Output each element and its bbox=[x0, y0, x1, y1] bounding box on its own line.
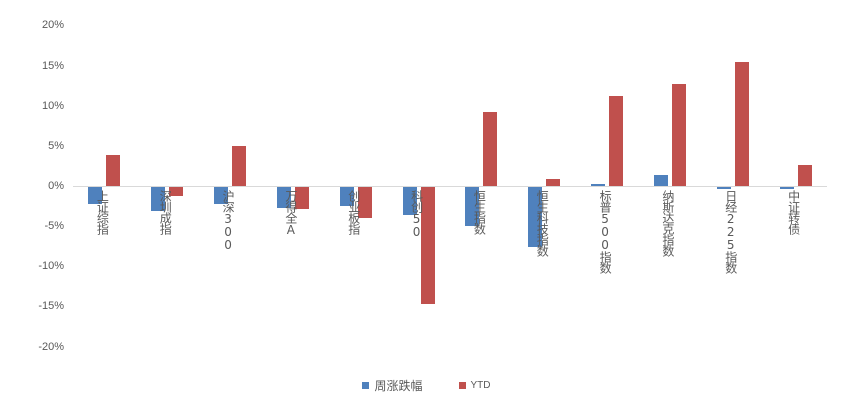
bar-weekly-change[interactable] bbox=[465, 187, 480, 226]
y-tick-label: -20% bbox=[38, 340, 64, 353]
bar-ytd[interactable] bbox=[797, 165, 812, 186]
x-tick-label: 上证综指 bbox=[95, 190, 110, 234]
bar-weekly-change[interactable] bbox=[214, 187, 229, 204]
x-tick-label: 沪深300 bbox=[221, 190, 236, 251]
legend: 周涨跌幅 YTD bbox=[0, 377, 853, 394]
bar-weekly-change[interactable] bbox=[402, 187, 417, 216]
legend-swatch-ytd bbox=[458, 382, 466, 389]
bar-weekly-change[interactable] bbox=[339, 187, 354, 207]
bar-weekly-change[interactable] bbox=[591, 184, 606, 186]
x-tick-label: 恒生科技指数 bbox=[535, 190, 550, 256]
bar-ytd[interactable] bbox=[106, 154, 121, 186]
x-axis-zero-line bbox=[73, 186, 827, 187]
legend-label: YTD bbox=[470, 380, 491, 391]
y-tick-label: 5% bbox=[48, 139, 64, 152]
x-tick-label: 创业板指 bbox=[346, 190, 361, 234]
bar-weekly-change[interactable] bbox=[528, 187, 543, 248]
x-tick-label: 纳斯达克指数 bbox=[660, 190, 675, 256]
bar-weekly-change[interactable] bbox=[653, 174, 668, 186]
y-tick-label: -10% bbox=[38, 260, 64, 273]
bar-ytd[interactable] bbox=[546, 178, 561, 186]
bar-weekly-change[interactable] bbox=[276, 187, 291, 208]
legend-label: 周涨跌幅 bbox=[374, 379, 423, 393]
bar-ytd[interactable] bbox=[232, 145, 247, 186]
bar-ytd[interactable] bbox=[357, 187, 372, 218]
y-tick-label: 0% bbox=[48, 180, 64, 192]
x-tick-label: 标普500指数 bbox=[598, 190, 613, 273]
x-tick-label: 中证转债 bbox=[786, 190, 801, 234]
bar-ytd[interactable] bbox=[169, 187, 184, 196]
bar-ytd[interactable] bbox=[483, 112, 498, 186]
legend-item-weekly-change[interactable]: 周涨跌幅 bbox=[362, 377, 423, 394]
bar-weekly-change[interactable] bbox=[151, 187, 166, 212]
y-tick-label: 20% bbox=[41, 19, 64, 32]
y-tick-label: -5% bbox=[44, 220, 64, 233]
bar-weekly-change[interactable] bbox=[779, 187, 794, 190]
x-tick-label: 万得全A bbox=[283, 190, 298, 236]
bar-ytd[interactable] bbox=[609, 96, 624, 186]
legend-swatch-weekly-change bbox=[362, 382, 370, 389]
bar-weekly-change[interactable] bbox=[716, 187, 731, 190]
y-tick-label: 15% bbox=[41, 59, 64, 72]
x-tick-label: 科创50 bbox=[409, 190, 424, 238]
y-tick-label: 10% bbox=[41, 99, 64, 112]
x-tick-label: 日经225指数 bbox=[723, 190, 738, 273]
bar-weekly-change[interactable] bbox=[88, 187, 103, 204]
x-tick-label: 深圳成指 bbox=[158, 190, 173, 234]
x-tick-label: 恒生指数 bbox=[472, 190, 487, 234]
legend-item-ytd[interactable]: YTD bbox=[458, 377, 491, 394]
bar-ytd[interactable] bbox=[294, 187, 309, 210]
bar-ytd[interactable] bbox=[734, 61, 749, 186]
bar-ytd[interactable] bbox=[671, 84, 686, 186]
bar-ytd[interactable] bbox=[420, 187, 435, 305]
y-tick-label: -15% bbox=[38, 300, 64, 313]
